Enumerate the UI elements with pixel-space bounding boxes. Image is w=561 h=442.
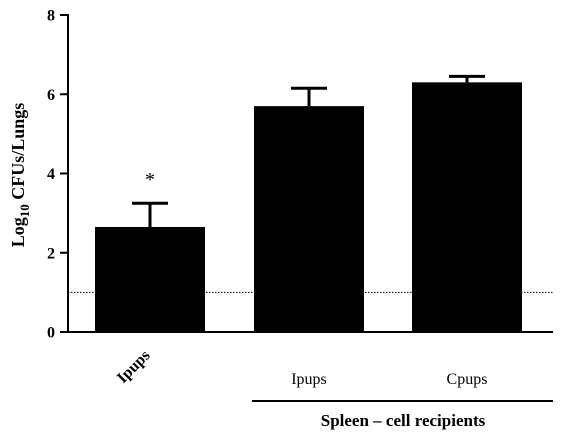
y-axis-label-rest: CFUs/Lungs: [8, 103, 28, 205]
group-label: Spleen – cell recipients: [321, 411, 486, 430]
y-axis-label-subscript: 10: [17, 204, 32, 217]
plot-area: * 0 2 4 6 8 Ipups Ipups Cpups Spleen – cell recip…: [47, 8, 553, 430]
y-tick-label-4: 4: [47, 166, 55, 183]
significance-marker-1: *: [145, 169, 155, 191]
y-axis-label-base: Log: [8, 217, 28, 247]
x-tick-label-1: Ipups: [114, 347, 154, 387]
x-tick-label-3: Cpups: [447, 371, 488, 388]
bar-1: [95, 226, 205, 332]
y-axis-label: Log10 CFUs/Lungs: [8, 103, 32, 248]
y-tick-label-0: 0: [47, 325, 55, 342]
y-tick-label-2: 2: [47, 245, 55, 262]
y-tick-label-6: 6: [47, 87, 55, 104]
y-tick-label-8: 8: [47, 8, 55, 25]
bar-3: [412, 82, 522, 332]
bar-2: [254, 106, 364, 332]
x-tick-label-2: Ipups: [291, 371, 327, 388]
